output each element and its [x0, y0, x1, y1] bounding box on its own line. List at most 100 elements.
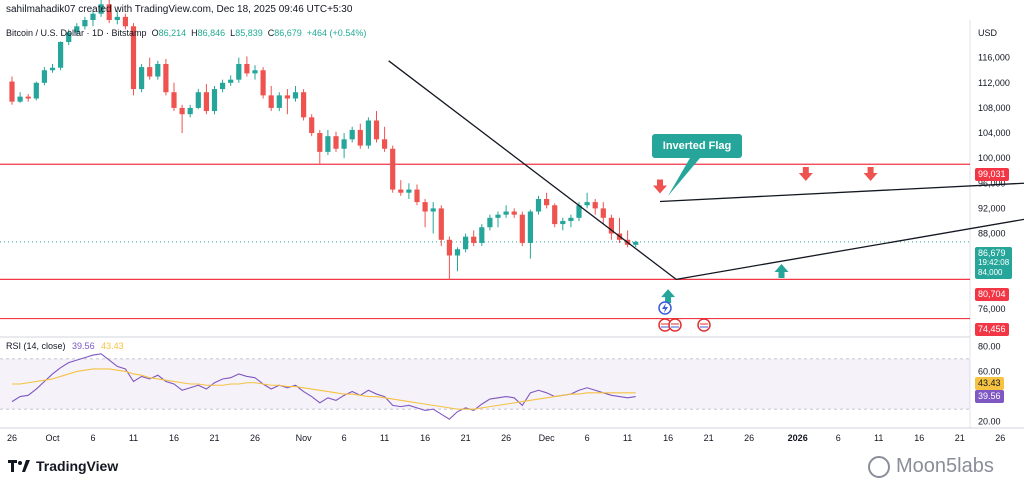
tradingview-logo-icon: [8, 459, 30, 473]
candle-body: [33, 82, 39, 99]
rsi-tick-label: 60.00: [978, 366, 1001, 376]
inverted-flag-callout: Inverted Flag: [652, 134, 742, 158]
rsi-band: [0, 358, 970, 410]
price-tick-label: 96,000: [978, 178, 1006, 188]
candle-body: [479, 227, 485, 243]
sub-price-value: 84,000: [978, 268, 1003, 277]
level-label-99031: 99,031: [975, 168, 1009, 181]
candle-body: [576, 205, 582, 218]
candle-body: [187, 107, 193, 115]
price-tick-label: 88,000: [978, 229, 1006, 239]
candle-body: [382, 139, 388, 149]
candle-body: [163, 63, 169, 93]
rsi-title[interactable]: RSI (14, close): [6, 341, 66, 351]
price-tick-label: 100,000: [978, 153, 1011, 163]
price-tick-label: 76,000: [978, 304, 1006, 314]
candle-body: [260, 70, 266, 96]
candle-body: [390, 148, 396, 190]
candle-body: [317, 133, 323, 152]
tradingview-logo-text: TradingView: [36, 458, 119, 474]
candle-body: [584, 202, 590, 206]
time-tick-label: 16: [914, 433, 924, 443]
candle-body: [519, 214, 525, 243]
symbol-name[interactable]: Bitcoin / U.S. Dollar · 1D · Bitstamp: [6, 28, 147, 38]
candle-body: [414, 189, 420, 203]
currency-label: USD: [978, 28, 998, 38]
candle-body: [236, 63, 242, 80]
time-tick-label: 6: [342, 433, 347, 443]
candle-body: [365, 120, 371, 146]
time-tick-label: 21: [955, 433, 965, 443]
us-flag-event-icon: [668, 318, 682, 332]
time-tick-label: 6: [585, 433, 590, 443]
candle-body: [139, 67, 145, 90]
candle-body: [600, 208, 606, 218]
candle-body: [41, 70, 47, 83]
time-tick-label: 26: [250, 433, 260, 443]
time-tick-label: 11: [623, 433, 632, 443]
lightning-glyph: [662, 303, 668, 313]
candle-body: [503, 211, 509, 215]
candle-body: [552, 205, 558, 225]
candle-body: [633, 241, 639, 245]
author-line: sahilmahadik07 created with TradingView.…: [6, 4, 353, 15]
rsi-legend: RSI (14, close) 39.56 43.43: [6, 341, 124, 351]
us-flag-event-icon: [697, 318, 711, 332]
close-value: 86,679: [274, 28, 302, 38]
symbol-legend: Bitcoin / U.S. Dollar · 1D · Bitstamp O8…: [6, 28, 366, 38]
candle-body: [568, 217, 574, 221]
down-arrow-icon: [863, 167, 878, 181]
candle-body: [446, 239, 452, 256]
high-value: 86,846: [197, 28, 226, 38]
candle-body: [171, 92, 177, 108]
open-value: 86,214: [158, 28, 187, 38]
current-price-label: 86,679 19:42:08 84,000: [975, 247, 1013, 279]
countdown-value: 19:42:08: [978, 258, 1010, 267]
candle-body: [90, 13, 96, 20]
candle-body: [211, 89, 218, 112]
candle-body: [454, 249, 461, 256]
candle-body: [406, 189, 412, 193]
candle-body: [535, 198, 542, 212]
candle-body: [244, 63, 250, 74]
rsi-legend-value: 39.56: [72, 341, 95, 351]
candle-body: [195, 92, 201, 108]
time-tick-label: Oct: [45, 433, 60, 443]
candle-body: [463, 236, 469, 250]
rsi-tick-label: 20.00: [978, 417, 1001, 427]
candle-body: [438, 208, 444, 240]
watermark: Moon5labs: [868, 455, 994, 478]
candle-body: [349, 129, 355, 140]
time-tick-label: 26: [744, 433, 754, 443]
candle-body: [155, 63, 161, 77]
down-arrow-icon: [653, 179, 667, 194]
candle-body: [114, 16, 120, 20]
current-price-value: 86,679: [978, 248, 1006, 258]
candle-body: [25, 96, 31, 99]
high-label: H: [191, 28, 198, 38]
candle-body: [527, 211, 533, 243]
time-tick-label: Dec: [539, 433, 556, 443]
down-arrow-icon: [798, 167, 813, 181]
open-label: O: [151, 28, 159, 38]
candle-body: [544, 198, 550, 206]
price-tick-label: 108,000: [978, 103, 1011, 113]
close-label: C: [267, 28, 275, 38]
up-arrow-icon: [661, 289, 676, 304]
candle-body: [325, 136, 331, 152]
price-tick-label: 92,000: [978, 203, 1006, 213]
candle-body: [608, 217, 614, 234]
candle-body: [49, 67, 56, 71]
candle-body: [301, 92, 307, 118]
time-tick-label: 11: [129, 433, 138, 443]
tradingview-logo[interactable]: TradingView: [8, 458, 118, 474]
candle-body: [220, 82, 226, 90]
time-tick-label: 16: [420, 433, 430, 443]
time-tick-label: 16: [663, 433, 673, 443]
low-value: 85,839: [235, 28, 263, 38]
time-tick-label: 6: [836, 433, 841, 443]
time-tick-label: 2026: [788, 433, 808, 443]
candle-body: [203, 92, 209, 112]
candle-body: [333, 136, 339, 149]
